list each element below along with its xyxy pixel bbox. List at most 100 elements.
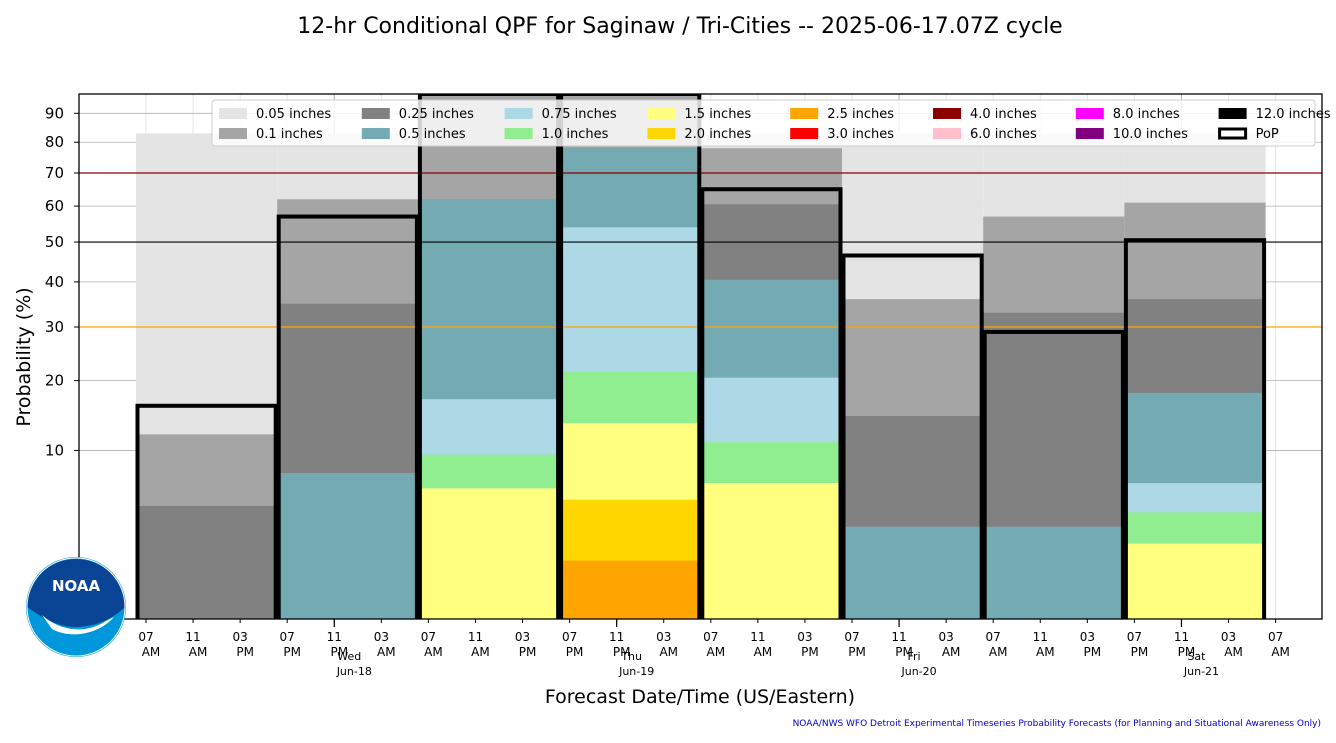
pop-outline [841,253,984,619]
y-tick-label: 10 [45,441,64,459]
x-tick-ampm: PM [1178,645,1196,659]
pop-outline [982,329,1125,619]
x-tick-ampm: PM [613,645,631,659]
x-tick-ampm: AM [707,645,726,659]
x-tick-time: 11 [1033,630,1048,644]
x-tick-time: 07 [1268,630,1283,644]
x-tick-time: 07 [1127,630,1142,644]
y-tick-label: 70 [45,164,64,182]
x-tick-time: 11 [609,630,624,644]
x-tick-time: 11 [891,630,906,644]
x-tick-ampm: PM [236,645,254,659]
noaa-logo-text: NOAA [52,577,101,595]
pop-outline [1123,238,1267,619]
x-tick-ampm: AM [1271,645,1290,659]
x-tick-time: 11 [750,630,765,644]
x-tick-ampm: AM [942,645,961,659]
legend-swatch [790,128,819,139]
plot-area: 10203040506070809007AM11AM03PM07PM11PM03… [45,93,1323,678]
legend-swatch [647,108,676,119]
legend-label: PoP [1256,127,1279,142]
legend-swatch [504,128,533,139]
x-tick-time: 11 [327,630,342,644]
y-tick-label: 40 [45,273,64,291]
legend-label: 10.0 inches [1113,127,1188,142]
x-tick-ampm: AM [471,645,490,659]
legend-label: 0.1 inches [256,127,323,142]
x-date-day: Sat [1187,650,1206,663]
legend-box [211,99,1316,147]
x-tick-ampm: PM [1084,645,1102,659]
legend-swatch [504,108,533,119]
legend-swatch [1075,128,1104,139]
legend-label: 2.5 inches [827,107,894,122]
x-tick-ampm: PM [330,645,348,659]
legend-swatch [219,108,247,119]
legend-label: 6.0 inches [970,127,1037,142]
legend-label: 2.0 inches [684,127,751,142]
plot-frame [78,93,1323,620]
x-tick-time: 07 [562,630,577,644]
legend-label: 0.25 inches [399,107,474,122]
x-tick-ampm: PM [519,645,537,659]
legend-label: 3.0 inches [827,127,894,142]
x-tick-time: 07 [844,630,859,644]
x-tick-ampm: AM [659,645,678,659]
x-tick-ampm: AM [754,645,773,659]
x-tick-time: 03 [938,630,953,644]
x-tick-time: 11 [1174,630,1189,644]
y-tick-label: 20 [45,372,64,390]
legend-swatch [219,128,247,139]
bar-segment [842,526,984,619]
x-tick-time: 07 [421,630,436,644]
x-tick-time: 03 [232,630,247,644]
x-tick-time: 07 [986,630,1001,644]
pop-outline [135,403,278,619]
legend-swatch [1075,108,1104,119]
x-tick-ampm: AM [142,645,161,659]
x-tick-ampm: PM [895,645,913,659]
bar-segment [136,505,278,619]
x-tick-time: 03 [1221,630,1236,644]
x-tick-time: 03 [1080,630,1095,644]
pop-outline [417,94,561,619]
x-tick-time: 11 [468,630,483,644]
bars [136,94,1266,619]
pop-outline [559,94,702,619]
x-tick-ampm: AM [189,645,208,659]
bar-segment [418,488,560,619]
x-tick-time: 07 [280,630,295,644]
x-tick-ampm: AM [377,645,396,659]
legend-swatch [1218,127,1248,140]
x-tick-time: 03 [374,630,389,644]
x-date-day: Wed [337,650,361,663]
x-tick-time: 07 [703,630,718,644]
legend-label: 1.0 inches [542,127,609,142]
legend-label: 4.0 inches [970,107,1037,122]
legend-label: 0.5 inches [399,127,466,142]
x-date-label: Jun-21 [1183,665,1219,678]
y-tick-label: 60 [45,197,64,215]
x-date-label: Jun-19 [618,665,654,678]
legend-label: 0.05 inches [256,107,331,122]
x-tick-ampm: PM [1131,645,1149,659]
x-tick-ampm: AM [424,645,443,659]
x-tick-time: 03 [797,630,812,644]
y-tick-label: 50 [45,233,64,251]
noaa-logo-icon: NOAA [26,557,126,657]
bar-segment [1124,543,1266,619]
legend-swatch [933,128,961,139]
x-tick-ampm: AM [989,645,1008,659]
bar-segment [700,483,842,619]
x-tick-time: 03 [515,630,530,644]
chart-title: 12-hr Conditional QPF for Saginaw / Tri-… [297,14,1062,39]
pop-outline [276,214,419,619]
bar-segment [277,473,419,619]
legend-label: 8.0 inches [1113,107,1180,122]
x-tick-time: 07 [138,630,153,644]
x-date-label: Jun-20 [900,665,936,678]
y-tick-label: 80 [45,133,64,151]
bar-segment [559,560,701,619]
legend-swatch [647,128,676,139]
